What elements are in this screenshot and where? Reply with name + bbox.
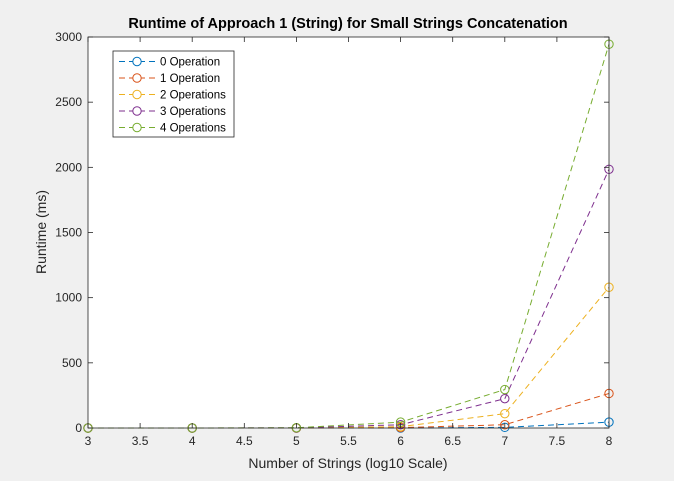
- y-tick-label: 1000: [55, 291, 82, 305]
- chart-title: Runtime of Approach 1 (String) for Small…: [128, 16, 567, 32]
- x-axis-ticks: 3 3.5 4 4.5 5 5.5 6 6.5 7 7.5 8: [85, 37, 613, 448]
- x-tick-label: 6.5: [444, 434, 461, 448]
- x-tick-label: 5.5: [340, 434, 357, 448]
- legend-label: 2 Operations: [160, 90, 226, 102]
- y-tick-label: 500: [62, 356, 82, 370]
- y-tick-label: 1500: [55, 226, 82, 240]
- y-tick-label: 2000: [55, 160, 82, 174]
- x-tick-label: 3.5: [132, 434, 149, 448]
- legend-label: 3 Operations: [160, 106, 226, 118]
- legend-label: 4 Operations: [160, 123, 226, 135]
- data-point: [500, 408, 510, 419]
- legend-marker: [132, 73, 142, 83]
- x-tick-label: 3: [85, 434, 92, 448]
- x-tick-label: 8: [606, 434, 613, 448]
- y-tick-label: 3000: [55, 30, 82, 44]
- x-tick-label: 7.5: [549, 434, 566, 448]
- x-tick-label: 5: [293, 434, 300, 448]
- legend-label: 1 Operation: [160, 73, 220, 85]
- legend: 0 Operation 1 Operation 2 Operations 3 Oper…: [112, 50, 235, 138]
- legend-label: 0 Operation: [160, 57, 220, 69]
- data-point: [500, 393, 510, 404]
- legend-marker: [132, 106, 142, 116]
- legend-marker: [132, 56, 142, 67]
- x-tick-label: 4: [189, 434, 196, 448]
- data-point: [500, 384, 510, 395]
- y-axis-ticks: 0 500 1000 1500 2000 2500 3000: [55, 30, 609, 435]
- x-tick-label: 4.5: [236, 434, 253, 448]
- y-axis-label: Runtime (ms): [33, 190, 49, 274]
- data-point: [395, 420, 406, 430]
- legend-marker: [132, 89, 142, 100]
- y-tick-label: 2500: [55, 95, 82, 109]
- y-tick-label: 0: [75, 421, 82, 435]
- x-tick-label: 7: [501, 434, 508, 448]
- x-axis-label: Number of Strings (log10 Scale): [248, 455, 447, 471]
- legend-marker: [132, 122, 142, 133]
- x-tick-label: 6: [397, 434, 404, 448]
- data-point: [500, 420, 510, 430]
